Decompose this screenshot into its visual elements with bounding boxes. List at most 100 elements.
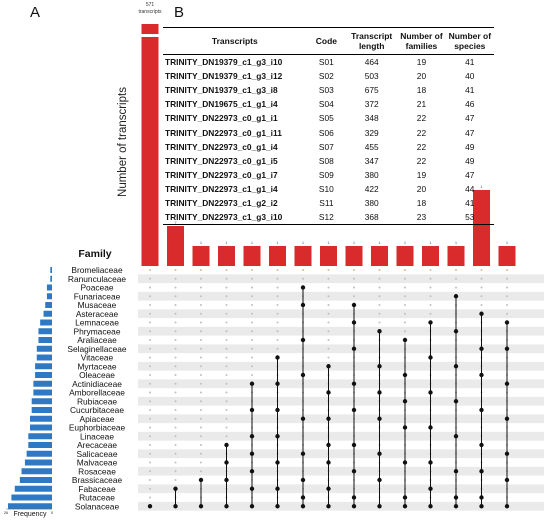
matrix-dot-empty xyxy=(225,277,228,280)
matrix-dot-empty xyxy=(353,295,355,298)
matrix-dot-empty xyxy=(378,286,381,289)
matrix-dot-empty xyxy=(200,374,202,376)
table-cell: S02 xyxy=(318,71,334,82)
family-label: Rosaceae xyxy=(78,466,116,476)
matrix-dot-empty xyxy=(174,417,177,420)
matrix-dot-empty xyxy=(200,330,202,333)
table-cell: S09 xyxy=(318,169,334,180)
matrix-dot-empty xyxy=(149,330,151,333)
table-column-header: Transcript length xyxy=(346,27,398,55)
matrix-dot-filled xyxy=(351,407,357,413)
matrix-dot-empty xyxy=(174,391,177,394)
matrix-dot-filled xyxy=(479,442,484,448)
frequency-bar xyxy=(36,354,52,361)
matrix-dot-filled xyxy=(479,504,484,509)
matrix-dot-empty xyxy=(200,339,202,341)
matrix-dot-filled xyxy=(173,504,178,509)
matrix-dot-filled xyxy=(428,355,433,360)
table-cell: 18 xyxy=(416,85,427,96)
matrix-dot-empty xyxy=(149,417,151,420)
intersection-bar xyxy=(473,190,490,266)
matrix-dot-filled xyxy=(504,381,510,386)
matrix-dot-filled xyxy=(326,504,331,509)
transcripts-table-wrapper: Transcripts Code Transcript length Number of… xyxy=(163,27,494,226)
matrix-dot-empty xyxy=(251,356,253,359)
matrix-dot-empty xyxy=(225,295,228,298)
matrix-dot-empty xyxy=(429,286,432,289)
table-cell: 19 xyxy=(416,169,427,180)
matrix-dot-filled xyxy=(249,469,255,474)
bar-value-label: 571 xyxy=(146,2,155,8)
matrix-dot-empty xyxy=(225,374,228,376)
matrix-dot-filled xyxy=(377,451,382,456)
matrix-dot-empty xyxy=(200,295,202,298)
family-label: Arecaceae xyxy=(77,440,117,450)
matrix-dot-empty xyxy=(174,347,177,350)
matrix-dot-empty xyxy=(327,269,330,271)
table-cell: 18 xyxy=(416,197,427,208)
matrix-dot-empty xyxy=(149,435,151,438)
matrix-dot-empty xyxy=(251,347,253,350)
matrix-dot-empty xyxy=(149,409,151,411)
matrix-dot-empty xyxy=(200,277,202,280)
matrix-dot-empty xyxy=(200,391,202,394)
frequency-bar xyxy=(35,372,52,378)
matrix-dot-empty xyxy=(276,269,279,271)
matrix-dot-empty xyxy=(378,269,381,271)
table-cell: S06 xyxy=(318,127,334,138)
intersection-bar xyxy=(371,246,388,266)
matrix-row-band xyxy=(138,466,544,476)
matrix-dot-empty xyxy=(225,365,228,368)
table-cell: 22 xyxy=(416,141,427,152)
table-row: TRINITY_DN19675_c1_g1_i4 S04 372 21 46 xyxy=(163,97,494,111)
matrix-dot-empty xyxy=(480,286,483,289)
matrix-dot-filled xyxy=(377,477,382,483)
family-label: Vitaceae xyxy=(81,353,114,363)
matrix-dot-filled xyxy=(198,477,204,483)
table-row: TRINITY_DN22973_c1_g1_i4 S10 422 20 44 xyxy=(163,182,494,196)
frequency-tick-label: 0 xyxy=(51,510,54,515)
table-cell: 347 xyxy=(364,155,379,166)
intersection-bar xyxy=(422,246,439,266)
matrix-dot-empty xyxy=(378,277,381,280)
table-cell: S05 xyxy=(318,113,334,124)
table-cell: S11 xyxy=(319,197,334,208)
matrix-dot-filled xyxy=(504,346,510,351)
matrix-dot-filled xyxy=(504,477,510,483)
matrix-dot-empty xyxy=(174,330,177,333)
matrix-dot-filled xyxy=(453,504,459,509)
matrix-dot-empty xyxy=(225,304,228,306)
table-cell: 422 xyxy=(364,183,379,194)
table-cell: 40 xyxy=(465,71,475,82)
table-cell: 47 xyxy=(465,113,475,124)
matrix-dot-empty xyxy=(174,452,177,455)
table-cell: 41 xyxy=(465,57,475,68)
frequency-bar xyxy=(30,424,52,431)
matrix-dot-filled xyxy=(249,451,255,456)
matrix-dot-empty xyxy=(174,277,177,280)
matrix-dot-filled xyxy=(479,495,484,500)
matrix-dot-empty xyxy=(174,435,177,438)
matrix-dot-empty xyxy=(149,339,151,341)
matrix-row-band xyxy=(138,344,544,354)
matrix-dot-empty xyxy=(429,312,432,315)
matrix-row-band xyxy=(138,414,544,424)
matrix-dot-empty xyxy=(174,356,177,359)
family-label: Oleaceae xyxy=(79,370,115,380)
matrix-dot-empty xyxy=(225,417,228,420)
matrix-dot-filled xyxy=(351,442,357,448)
matrix-dot-filled xyxy=(428,320,433,325)
family-label: Brassicaceae xyxy=(72,475,123,485)
family-label: Bromeliaceae xyxy=(71,265,123,275)
family-label: Rubiaceae xyxy=(77,396,117,406)
matrix-dot-filled xyxy=(249,381,255,386)
matrix-dot-filled xyxy=(428,504,433,509)
table-cell: S03 xyxy=(318,85,334,96)
matrix-dot-empty xyxy=(302,277,304,280)
matrix-dot-filled xyxy=(275,381,280,386)
table-cell: S12 xyxy=(306,210,347,226)
matrix-dot-empty xyxy=(429,295,432,298)
matrix-row-band xyxy=(138,431,544,441)
table-cell: 21 xyxy=(416,99,427,110)
